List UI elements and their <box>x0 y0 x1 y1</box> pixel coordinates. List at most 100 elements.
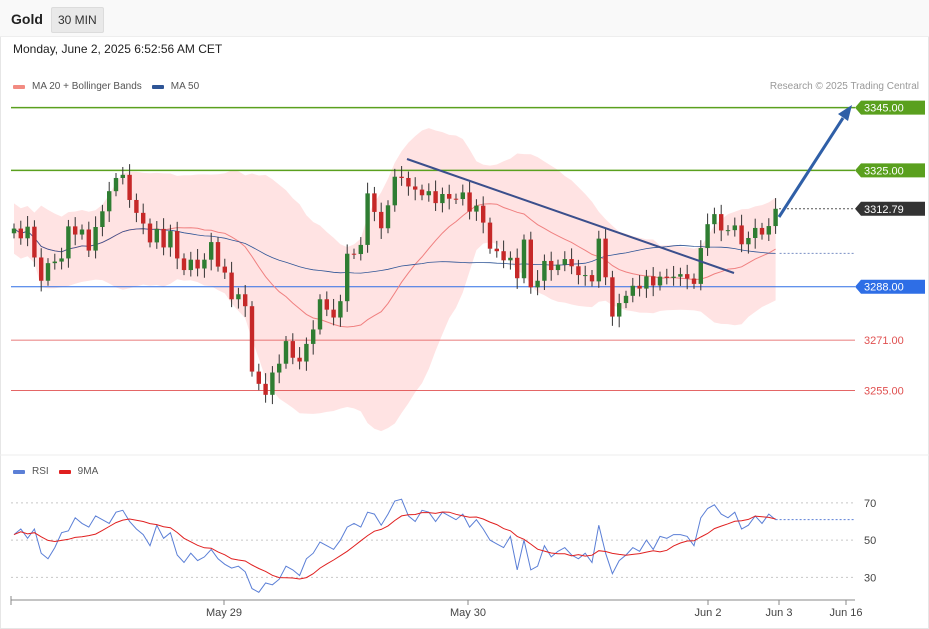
candle-body <box>610 277 615 317</box>
rsi-line <box>13 498 776 593</box>
rsi-9ma-line <box>13 511 776 580</box>
candle-body <box>555 264 561 271</box>
candle-body <box>494 248 499 252</box>
candle-body <box>617 303 622 317</box>
legend-9ma-swatch <box>58 469 71 474</box>
ma50-line <box>13 228 776 274</box>
candle-body <box>664 276 669 278</box>
x-tick-label: Jun 2 <box>695 607 722 619</box>
candle-body <box>283 341 289 364</box>
candle-body <box>202 259 207 269</box>
candle-body <box>141 212 146 224</box>
candle-body <box>691 278 697 284</box>
candle-body <box>569 259 574 267</box>
legend-ma50-swatch <box>151 84 164 89</box>
bollinger-band-area <box>14 128 776 432</box>
candle-body <box>351 253 357 255</box>
candle-body <box>11 228 17 234</box>
candle-body <box>521 239 527 279</box>
candle-body <box>379 211 384 229</box>
candle-body <box>583 275 588 277</box>
candle-body <box>338 301 343 318</box>
candle-body <box>725 230 731 232</box>
candle-body <box>746 238 751 245</box>
candle-body <box>324 299 329 310</box>
candle-body <box>127 174 132 200</box>
candle-body <box>297 357 302 362</box>
candle-body <box>528 239 533 288</box>
candle-body <box>32 226 37 258</box>
candle-body <box>79 229 85 235</box>
candle-body <box>311 329 316 344</box>
candle-body <box>501 251 506 261</box>
candle-body <box>460 192 465 200</box>
candle-body <box>562 259 567 265</box>
candle-body <box>249 306 255 372</box>
rsi-tick-30: 30 <box>864 572 876 584</box>
candle-body <box>317 299 323 330</box>
candle-body <box>175 231 180 259</box>
candle-body <box>515 257 520 279</box>
level-tag-bg-3345.00 <box>855 100 925 115</box>
candle-body <box>419 189 425 196</box>
candle-body <box>678 274 683 277</box>
candle-body <box>188 259 193 271</box>
candle-body <box>154 228 159 243</box>
candle-body <box>195 259 200 269</box>
candle-body <box>290 341 295 358</box>
candle-body <box>712 214 717 225</box>
candle-body <box>399 176 404 178</box>
candle-body <box>739 225 744 245</box>
candle-body <box>576 266 581 276</box>
candle-body <box>440 194 445 204</box>
candle-body <box>134 199 139 213</box>
candle-body <box>161 228 166 248</box>
x-tick-label: Jun 16 <box>829 607 862 619</box>
candle-body <box>52 261 57 264</box>
candle-body <box>209 242 214 260</box>
x-tick-label: May 30 <box>450 607 486 619</box>
candle-body <box>413 186 418 190</box>
candle-body <box>426 191 431 196</box>
legend-ma50-label: MA 50 <box>170 81 200 92</box>
credit-text: Research © 2025 Trading Central <box>769 81 919 92</box>
candle-body <box>113 177 119 192</box>
legend-rsi: RSI <box>13 466 49 477</box>
candle-body <box>215 242 221 267</box>
candle-body <box>732 225 737 231</box>
candle-body <box>345 253 350 302</box>
legend-rsi-swatch <box>13 469 25 474</box>
candle-body <box>18 228 23 239</box>
candle-body <box>637 285 642 289</box>
candle-body <box>263 383 268 395</box>
level-label-3288.00: 3288.00 <box>864 282 904 294</box>
candle-body <box>453 198 459 200</box>
candle-body <box>229 272 234 300</box>
candle-body <box>535 280 540 288</box>
legend-ma20-label: MA 20 + Bollinger Bands <box>32 81 142 92</box>
candle-body <box>168 231 173 248</box>
candle-body <box>542 260 547 281</box>
candle-body <box>753 227 758 238</box>
candle-body <box>39 257 44 281</box>
legend-9ma-label: 9MA <box>77 466 99 477</box>
level-label-3325.00: 3325.00 <box>864 165 904 177</box>
candle-body <box>487 222 493 249</box>
candle-body <box>392 176 397 206</box>
candle-body <box>433 191 438 204</box>
x-tick-label: May 29 <box>206 607 242 619</box>
candle-body <box>372 193 377 212</box>
x-tick-label: Jun 3 <box>766 607 793 619</box>
candle-body <box>447 194 452 199</box>
candle-body <box>549 260 554 271</box>
timeframe-button[interactable]: 30 MIN <box>51 7 104 33</box>
candle-body <box>596 238 601 282</box>
timestamp: Monday, June 2, 2025 6:52:56 AM CET <box>13 42 223 56</box>
instrument-title: Gold <box>11 11 43 27</box>
candle-body <box>481 205 486 223</box>
legend-ma20-swatch <box>13 84 25 89</box>
level-tag-bg-3325.00 <box>855 163 925 178</box>
candle-body <box>222 266 227 273</box>
candle-body <box>644 276 649 289</box>
